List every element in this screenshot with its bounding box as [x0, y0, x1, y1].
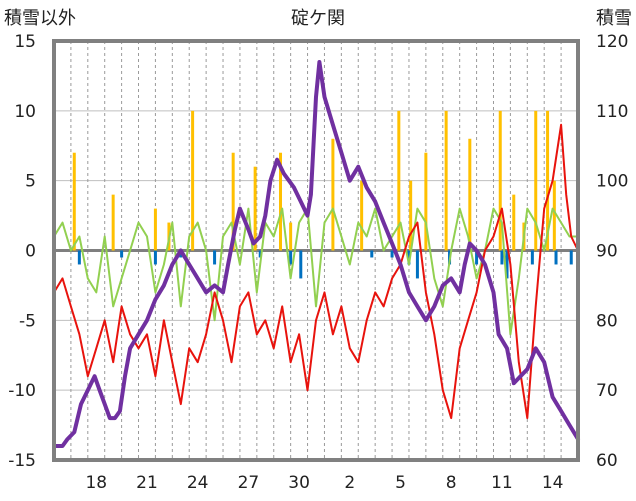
right-axis-title: 積雪	[596, 8, 632, 29]
y-tick-right: 70	[596, 381, 618, 401]
precip-bar	[530, 250, 534, 265]
bar-layer	[72, 110, 573, 279]
y-tick-left: -10	[8, 381, 36, 401]
y-tick-right: 110	[596, 102, 628, 122]
precip-bar	[258, 250, 262, 258]
x-tick: 14	[542, 473, 564, 493]
snowfall-bar	[72, 152, 76, 251]
precip-bar	[120, 250, 124, 258]
y-tick-left: 10	[14, 102, 36, 122]
precip-bar	[407, 250, 411, 265]
y-tick-right: 60	[596, 451, 618, 471]
y-tick-right: 120	[596, 32, 628, 52]
y-tick-left: -5	[19, 311, 36, 331]
snowfall-bar	[253, 166, 257, 251]
snowfall-bar	[468, 138, 472, 251]
x-tick: 11	[491, 473, 513, 493]
grid	[54, 40, 578, 461]
snowfall-bar	[279, 152, 283, 251]
line-layer	[52, 60, 580, 448]
chart-title: 碇ケ関	[291, 8, 345, 29]
y-tick-right: 90	[596, 242, 618, 262]
precip-bar	[500, 250, 504, 265]
y-tick-left: -15	[8, 451, 36, 471]
snowfall-bar	[111, 194, 115, 251]
snow_depth-line	[52, 60, 580, 448]
precip-bar	[77, 250, 81, 265]
y-tick-right: 80	[596, 311, 618, 331]
x-tick: 2	[344, 473, 355, 493]
snowfall-bar	[191, 110, 195, 251]
snowfall-bar	[552, 180, 556, 251]
x-tick: 18	[85, 473, 107, 493]
snowfall-bar	[546, 110, 550, 251]
temp_change-line	[53, 207, 579, 336]
snowfall-bar	[512, 194, 516, 251]
snowfall-bar	[498, 110, 502, 251]
x-tick: 27	[238, 473, 260, 493]
precip-bar	[299, 250, 303, 279]
snowfall-bar	[289, 222, 293, 251]
precip-bar	[370, 250, 374, 258]
precip-bar	[554, 250, 558, 265]
y-tick-right: 100	[596, 172, 628, 192]
x-axis: 18 21 24 27 30 2 5 8 11 14	[85, 473, 563, 493]
x-tick: 21	[136, 473, 158, 493]
left-axis-title: 積雪以外	[4, 8, 76, 29]
precip-bar	[505, 250, 509, 279]
y-tick-left: 5	[25, 172, 36, 192]
snowfall-bar	[534, 110, 538, 251]
right-y-axis: 120 110 100 90 80 70 60	[596, 32, 628, 471]
x-tick: 30	[288, 473, 310, 493]
x-tick: 24	[187, 473, 209, 493]
snowfall-bar	[360, 180, 364, 251]
snowfall-bar	[424, 152, 428, 251]
precip-bar	[289, 250, 293, 265]
x-tick: 8	[446, 473, 457, 493]
snowfall-bar	[153, 208, 157, 251]
precip-bar	[390, 250, 394, 258]
snowfall-bar	[444, 110, 448, 251]
y-tick-left: 15	[14, 32, 36, 52]
precip-bar	[475, 250, 479, 265]
snowfall-bar	[409, 180, 413, 251]
snowfall-bar	[397, 110, 401, 251]
precip-bar	[153, 250, 157, 265]
precip-bar	[415, 250, 419, 279]
precip-bar	[213, 250, 217, 265]
precip-bar	[569, 250, 573, 265]
y-tick-left: 0	[25, 242, 36, 262]
snowfall-bar	[231, 152, 235, 251]
plot-frame	[52, 39, 580, 462]
left-y-axis: 15 10 5 0 -5 -10 -15	[8, 32, 36, 471]
snowfall-bar	[331, 138, 335, 251]
x-tick: 5	[395, 473, 406, 493]
temperature-line	[53, 123, 579, 420]
